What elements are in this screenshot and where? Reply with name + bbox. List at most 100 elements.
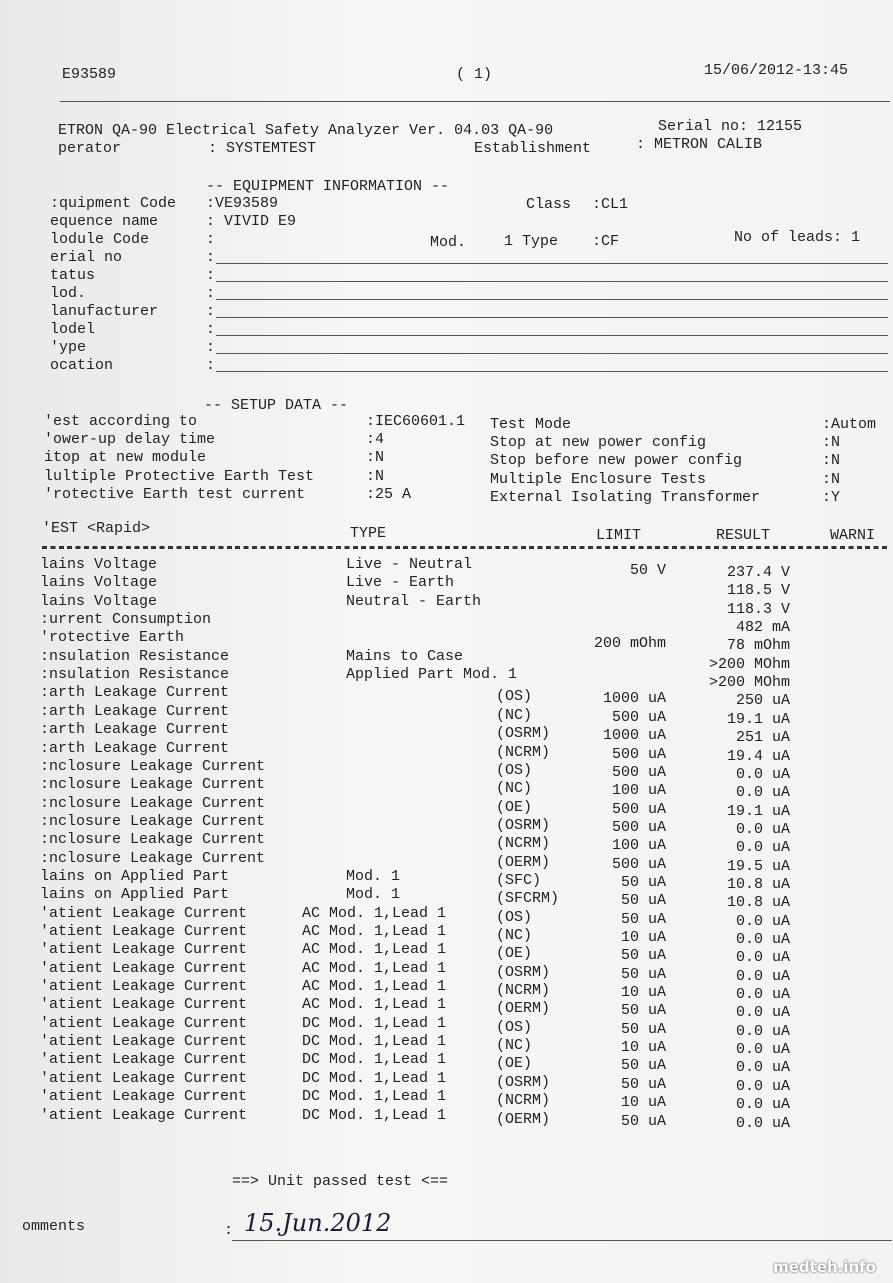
setup-label: External Isolating Transformer	[490, 488, 761, 506]
field-label: ocation	[50, 357, 114, 374]
test-code: (OS)	[496, 688, 533, 706]
test-type: DC Mod. 1,Lead 1	[302, 1033, 447, 1051]
test-name: lains Voltage	[40, 574, 158, 592]
test-result: 0.0 uA	[735, 1096, 790, 1114]
test-limit: 200 mOhm	[593, 635, 666, 653]
field-underline	[216, 371, 888, 372]
test-code: (OS)	[496, 761, 533, 779]
test-name: :nclosure Leakage Current	[40, 812, 266, 830]
test-name: 'atient Leakage Current	[40, 1051, 248, 1069]
test-name: 'atient Leakage Current	[40, 1033, 248, 1051]
test-result: 0.0 uA	[735, 1041, 790, 1059]
leads-count: No of leads: 1	[734, 229, 861, 246]
test-code: (OE)	[496, 798, 533, 816]
test-limit: 1000 uA	[602, 727, 666, 745]
test-type: DC Mod. 1,Lead 1	[302, 1106, 447, 1124]
test-limit: 50 uA	[620, 1075, 666, 1093]
test-name: :nclosure Leakage Current	[40, 757, 266, 775]
test-result: 250 uA	[735, 692, 790, 710]
test-result: 0.0 uA	[735, 912, 790, 930]
test-result: 0.0 uA	[735, 986, 790, 1004]
test-result: 0.0 uA	[735, 1059, 790, 1077]
field-value: :	[206, 231, 216, 248]
test-limit: 50 uA	[620, 1002, 666, 1020]
establishment-label: Establishment	[474, 140, 592, 157]
test-result: 10.8 uA	[726, 894, 790, 912]
comments-underline	[232, 1240, 892, 1241]
class-value: :CL1	[592, 196, 629, 213]
handwritten-date: 15.Jun.2012	[244, 1209, 392, 1237]
test-result: 482 mA	[735, 619, 790, 637]
test-name: 'atient Leakage Current	[40, 996, 248, 1014]
test-result: 19.4 uA	[726, 747, 790, 765]
test-name: 'atient Leakage Current	[40, 923, 248, 940]
test-code: (OERM)	[496, 1000, 551, 1018]
analyzer-name: ETRON QA-90 Electrical Safety Analyzer V…	[58, 122, 554, 139]
test-limit: 50 uA	[620, 1112, 666, 1130]
test-name: :arth Leakage Current	[40, 721, 230, 739]
setup-value: :Autom	[822, 416, 877, 433]
operator-value: : SYSTEMTEST	[208, 140, 317, 157]
test-code: (OSRM)	[496, 1073, 551, 1091]
test-limit: 50 uA	[620, 947, 666, 965]
comments-colon: :	[224, 1222, 234, 1239]
setup-value: :N	[366, 467, 385, 485]
field-underline	[216, 353, 888, 354]
test-limit: 50 uA	[620, 910, 666, 928]
test-limit: 500 uA	[611, 708, 666, 726]
test-result: 0.0 uA	[735, 839, 790, 857]
test-limit: 50 uA	[620, 1057, 666, 1075]
test-limit: 50 V	[629, 562, 666, 579]
test-name: :nclosure Leakage Current	[40, 794, 266, 812]
setup-label: Test Mode	[490, 416, 572, 433]
test-result: 0.0 uA	[735, 931, 790, 948]
test-code: (NCRM)	[496, 982, 551, 1000]
verdict: ==> Unit passed test <==	[232, 1173, 449, 1190]
test-name: lains on Applied Part	[40, 867, 230, 885]
test-result: 19.5 uA	[726, 857, 790, 875]
test-result: >200 MOhm	[708, 655, 790, 673]
test-type: DC Mod. 1,Lead 1	[302, 1069, 447, 1087]
setup-label: 'ower-up delay time	[44, 431, 216, 449]
field-value: :	[206, 321, 216, 338]
test-limit: 50 uA	[620, 892, 666, 910]
column-header: RESULT	[716, 527, 771, 544]
field-label: lodule Code	[50, 231, 150, 248]
field-underline	[216, 263, 888, 264]
test-name: lains on Applied Part	[40, 886, 230, 904]
asterisk-rule	[42, 546, 890, 549]
test-limit: 50 uA	[620, 965, 666, 983]
test-code: (NC)	[496, 1037, 533, 1055]
test-code: (SFCRM)	[496, 890, 560, 908]
test-name: :urrent Consumption	[40, 611, 212, 629]
test-name: :nsulation Resistance	[40, 647, 230, 665]
setup-label: Multiple Enclosure Tests	[490, 470, 707, 488]
test-type: AC Mod. 1,Lead 1	[302, 959, 447, 977]
test-code: (OERM)	[496, 853, 551, 871]
test-type: AC Mod. 1,Lead 1	[302, 996, 447, 1014]
test-limit: 10 uA	[620, 984, 666, 1002]
type-label: 1 Type	[504, 233, 559, 250]
operator-label: perator	[58, 140, 122, 157]
test-limit: 50 uA	[620, 873, 666, 891]
test-code: (OS)	[496, 1018, 533, 1036]
type-value: :CF	[592, 233, 620, 250]
test-name: 'atient Leakage Current	[40, 1106, 248, 1124]
field-label: equence name	[50, 213, 159, 230]
test-name: 'rotective Earth	[40, 629, 185, 647]
test-result: 0.0 uA	[735, 765, 790, 783]
test-type: Neutral - Earth	[346, 592, 482, 610]
test-name: lains Voltage	[40, 592, 158, 610]
test-code: (NC)	[496, 780, 533, 798]
test-result: >200 MOhm	[708, 674, 790, 692]
test-name: lains Voltage	[40, 556, 158, 573]
setup-value: :N	[822, 434, 841, 452]
column-header: TYPE	[350, 525, 387, 542]
field-underline	[216, 281, 888, 282]
test-type: AC Mod. 1,Lead 1	[302, 904, 447, 922]
test-code: (SFC)	[496, 871, 542, 889]
test-type: AC Mod. 1,Lead 1	[302, 941, 447, 959]
test-type: Applied Part Mod. 1	[346, 666, 518, 684]
test-name: 'atient Leakage Current	[40, 959, 248, 977]
